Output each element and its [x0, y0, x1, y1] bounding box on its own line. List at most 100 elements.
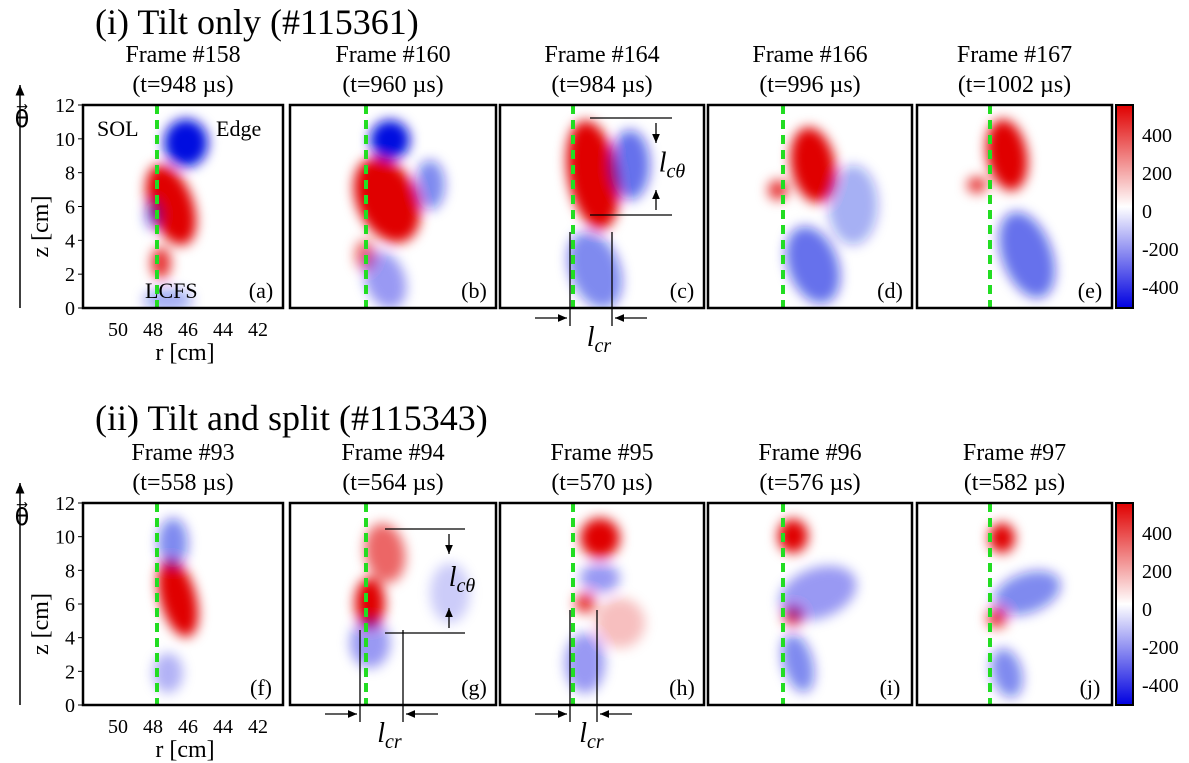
- r-tick-label: 48: [143, 319, 163, 341]
- blob: [363, 250, 407, 308]
- frame-number: Frame #94: [341, 440, 444, 466]
- blobs: [353, 120, 445, 308]
- blob: [567, 231, 623, 308]
- blob: [158, 518, 188, 568]
- blob: [430, 563, 470, 623]
- blob: [353, 157, 421, 243]
- blob: [991, 648, 1023, 698]
- r-tick-label: 42: [248, 716, 268, 738]
- region-label: SOL: [97, 116, 139, 141]
- panel-label: (f): [250, 675, 272, 700]
- panel-frame: [498, 501, 706, 707]
- z-tick-label: 10: [55, 129, 75, 151]
- z-tick-label: 8: [65, 560, 75, 582]
- blobs: [566, 120, 650, 308]
- length-sub: cr: [595, 335, 612, 357]
- r-tick-label: 46: [178, 716, 198, 738]
- r-tick-label: 50: [108, 319, 128, 341]
- z-tick-label: 6: [65, 594, 75, 616]
- z-axis-label: z [cm]: [28, 593, 54, 655]
- z-tick-label: 12: [55, 493, 75, 515]
- blob: [790, 127, 836, 203]
- blob: [778, 519, 808, 553]
- region-label: LCFS: [145, 278, 198, 303]
- panel-frame: [706, 501, 914, 707]
- frame-time: (t=996 µs): [759, 72, 860, 98]
- blob: [565, 633, 605, 693]
- heatmap: [565, 518, 645, 693]
- frame-number: Frame #158: [125, 42, 240, 68]
- section-title: (i) Tilt only (#115361): [95, 2, 419, 42]
- frame-time: (t=582 µs): [964, 470, 1065, 496]
- blob: [781, 633, 815, 693]
- section-title: (ii) Tilt and split (#115343): [95, 398, 488, 438]
- blobs: [768, 127, 878, 304]
- length-label: lcr: [377, 718, 402, 753]
- frame-time: (t=1002 µs): [958, 72, 1071, 98]
- z-tick-label: 0: [65, 298, 75, 320]
- blob: [575, 593, 595, 613]
- z-tick-label: 10: [55, 527, 75, 549]
- z-tick-label: 4: [65, 230, 75, 252]
- colorbar-tick-label: 400: [1142, 523, 1172, 545]
- colorbar-tick-label: -400: [1142, 277, 1179, 299]
- blob: [998, 211, 1056, 299]
- panel-label: (g): [461, 675, 487, 700]
- length-main: l: [449, 562, 457, 593]
- colorbar-tick-label: 0: [1142, 201, 1152, 223]
- frame-time: (t=576 µs): [759, 470, 860, 496]
- colorbar: [1115, 502, 1134, 706]
- blob: [566, 120, 620, 230]
- frame-time: (t=564 µs): [342, 470, 443, 496]
- frame-time: (t=960 µs): [342, 72, 443, 98]
- panel-label: (i): [880, 675, 901, 700]
- colorbar-tick-label: -200: [1142, 239, 1179, 261]
- r-tick-label: 42: [248, 319, 268, 341]
- length-label: lcθ: [659, 148, 686, 183]
- panel-frame: [706, 103, 914, 310]
- heatmap: [778, 519, 857, 693]
- z-axis-label: z [cm]: [28, 196, 54, 258]
- frame-number: Frame #164: [544, 42, 659, 68]
- blob: [828, 165, 878, 245]
- panel-frame: [915, 103, 1114, 310]
- blob: [595, 598, 645, 648]
- z-tick-label: 2: [65, 264, 75, 286]
- length-sub: cr: [587, 731, 604, 753]
- heatmap: [768, 127, 878, 304]
- colorbar-tick-label: 400: [1142, 125, 1172, 147]
- frame-number: Frame #93: [131, 440, 234, 466]
- z-tick-label: 12: [55, 95, 75, 117]
- blob: [145, 164, 197, 246]
- heatmap: [987, 523, 1061, 698]
- panel-label: (d): [877, 278, 903, 303]
- region-label: Edge: [216, 116, 261, 141]
- z-tick-label: 2: [65, 661, 75, 683]
- blob: [986, 119, 1028, 191]
- panel-frame: [498, 103, 706, 310]
- heatmap: [967, 119, 1056, 299]
- z-tick-label: 0: [65, 695, 75, 717]
- frame-time: (t=948 µs): [132, 72, 233, 98]
- panel-label: (e): [1078, 278, 1102, 303]
- colorbar-tick-label: -400: [1142, 675, 1179, 697]
- blobs: [778, 519, 857, 693]
- frame-time: (t=570 µs): [551, 470, 652, 496]
- frame-number: Frame #166: [752, 42, 867, 68]
- panel-frame: [915, 501, 1114, 707]
- panel-label: (j): [1080, 675, 1101, 700]
- panel-label: (h): [669, 675, 695, 700]
- r-tick-label: 50: [108, 716, 128, 738]
- blob: [580, 518, 620, 558]
- blob: [364, 523, 406, 583]
- length-label: lcr: [587, 322, 612, 357]
- r-tick-label: 44: [213, 319, 233, 341]
- length-label: lcr: [579, 718, 604, 753]
- frame-number: Frame #167: [957, 42, 1072, 68]
- blobs: [967, 119, 1056, 299]
- blob: [355, 578, 385, 628]
- blob: [157, 559, 199, 637]
- length-sub: cθ: [667, 161, 686, 183]
- blobs: [565, 518, 645, 693]
- length-sub: cr: [385, 731, 402, 753]
